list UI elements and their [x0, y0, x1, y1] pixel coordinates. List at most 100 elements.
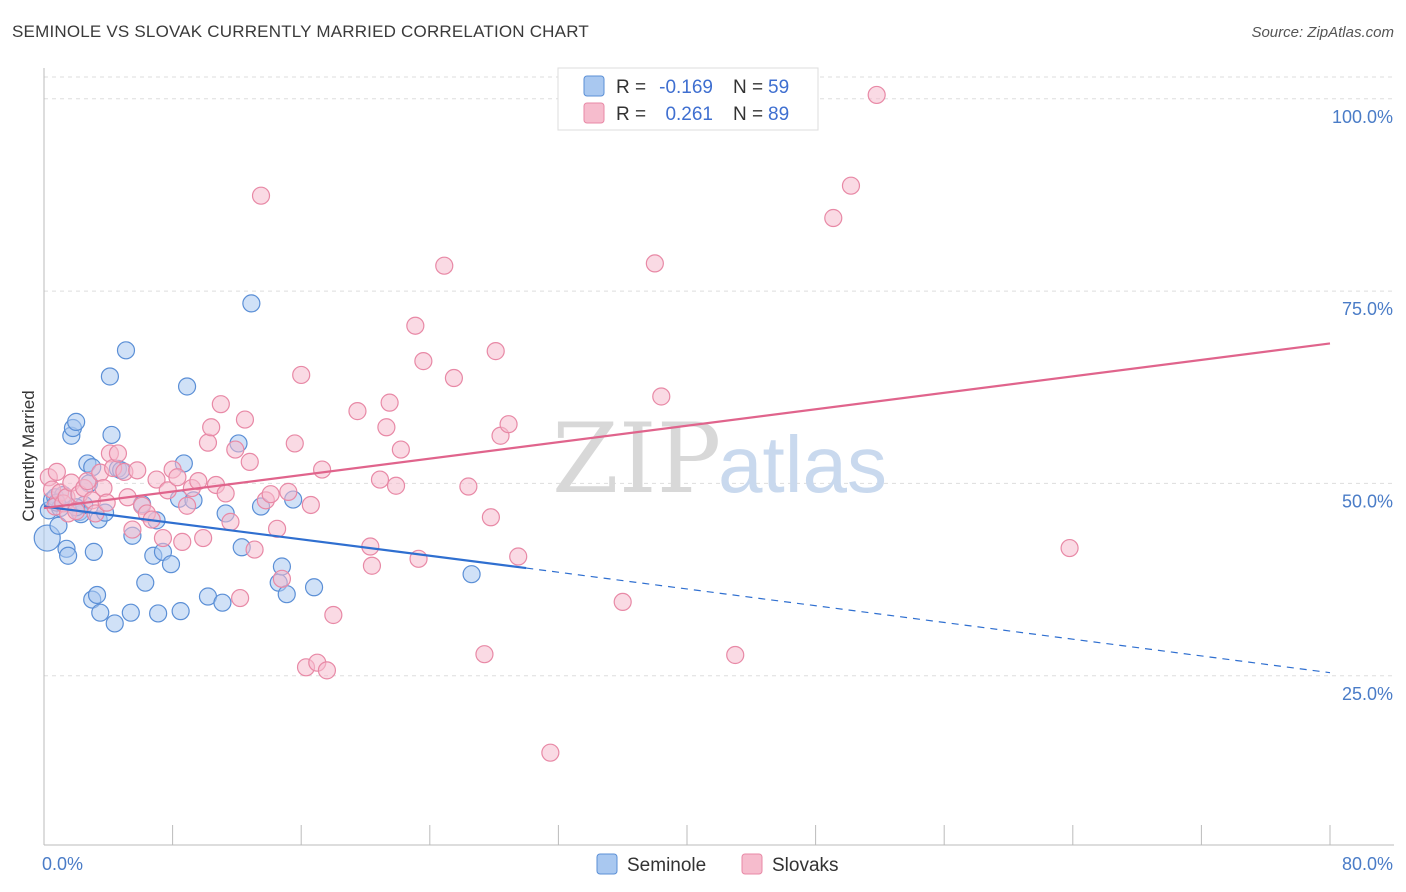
y-axis-label: Currently Married	[19, 390, 38, 521]
seminole-point-4	[49, 516, 68, 535]
slovaks-points	[39, 85, 1079, 762]
seminole-point-33	[136, 573, 155, 592]
slovaks-point-28	[147, 470, 166, 489]
slovaks-point-85	[645, 254, 664, 273]
x-tick-label-min: 0.0%	[42, 854, 83, 874]
y-tick-label-100: 100.0%	[1332, 107, 1393, 127]
slovaks-point-17	[97, 493, 116, 512]
source-label: Source: ZipAtlas.com	[1251, 24, 1394, 41]
seminole-point-18	[84, 542, 103, 561]
slovaks-point-49	[251, 186, 271, 205]
bottom-legend: Seminole Slovaks	[596, 853, 839, 876]
slovaks-point-46	[235, 410, 255, 429]
slovaks-point-74	[435, 256, 454, 275]
slovaks-point-81	[499, 415, 518, 434]
slovaks-point-44	[226, 440, 245, 459]
slovaks-point-48	[245, 540, 264, 559]
slovaks-point-76	[459, 477, 478, 496]
legend-r-label-1: R =	[616, 77, 646, 98]
y-tick-label-75: 75.0%	[1342, 299, 1393, 319]
watermark-atlas: atlas	[718, 420, 887, 509]
seminole-point-30	[121, 603, 140, 622]
bottom-legend-slovaks: Slovaks	[772, 855, 839, 876]
slovaks-point-78	[481, 508, 500, 527]
slovaks-point-73	[414, 352, 433, 371]
slovaks-point-70	[391, 440, 410, 459]
slovaks-point-38	[198, 433, 218, 452]
slovaks-point-71	[406, 316, 425, 335]
legend-r-value-2: 0.261	[665, 104, 713, 125]
seminole-point-29	[116, 341, 136, 360]
watermark-zip: ZIP	[552, 403, 721, 515]
slovaks-point-75	[444, 368, 464, 388]
slovaks-point-67	[377, 418, 396, 437]
slovaks-point-60	[312, 460, 332, 479]
slovaks-point-39	[202, 418, 221, 437]
seminole-point-11	[67, 412, 86, 431]
slovaks-point-84	[613, 592, 632, 611]
legend: R = -0.169 N = 59 R = 0.261 N = 89	[557, 67, 819, 131]
seminole-point-56	[462, 565, 481, 584]
bottom-legend-seminole: Seminole	[627, 855, 706, 876]
seminole-point-45	[213, 593, 232, 612]
gridlines	[44, 76, 1394, 677]
slovaks-point-53	[272, 569, 292, 588]
slovaks-point-37	[194, 528, 213, 548]
slovaks-point-23	[123, 520, 142, 539]
slovaks-point-20	[108, 444, 128, 463]
chart-title: SEMINOLE VS SLOVAK CURRENTLY MARRIED COR…	[12, 22, 589, 41]
slovaks-point-82	[509, 547, 528, 566]
slovaks-point-47	[240, 452, 259, 471]
slovaks-point-51	[261, 485, 280, 504]
seminole-point-40	[171, 602, 190, 621]
y-tick-label-25: 25.0%	[1342, 684, 1393, 704]
slovaks-point-34	[177, 496, 197, 515]
seminole-point-49	[242, 294, 261, 313]
seminole-point-25	[102, 425, 121, 445]
x-tick-label-max: 80.0%	[1342, 854, 1393, 874]
bottom-legend-swatch-slovaks	[741, 853, 763, 875]
slovaks-point-86	[652, 387, 671, 406]
seminole-point-22	[91, 603, 110, 622]
slovaks-point-42	[216, 484, 235, 503]
watermark: ZIP atlas	[552, 403, 887, 515]
slovaks-point-79	[486, 342, 505, 361]
slovaks-point-33	[173, 532, 192, 551]
legend-n-value-2: 89	[768, 104, 789, 125]
slovaks-point-43	[221, 512, 240, 531]
seminole-point-8	[59, 546, 78, 565]
trend-lines	[43, 342, 1331, 674]
slovaks-point-66	[370, 470, 390, 489]
slovaks-point-68	[380, 393, 399, 412]
y-tick-label-50: 50.0%	[1342, 491, 1393, 511]
legend-n-value-1: 59	[768, 77, 789, 98]
legend-swatch-slovaks	[583, 102, 605, 124]
slovaks-point-29	[153, 528, 173, 548]
bottom-legend-swatch-seminole	[596, 853, 618, 875]
seminole-point-38	[161, 555, 181, 574]
y-tick-labels: 25.0% 50.0% 75.0% 100.0%	[1332, 107, 1393, 704]
seminole-point-20	[87, 585, 107, 605]
slovaks-point-12	[78, 472, 97, 491]
seminole-point-55	[304, 578, 324, 597]
slovaks-point-54	[279, 482, 298, 501]
slovaks-trend-line	[43, 342, 1331, 510]
slovaks-point-65	[362, 556, 382, 575]
slovaks-point-41	[211, 395, 230, 414]
slovaks-point-90	[867, 85, 886, 105]
slovaks-point-24	[128, 461, 147, 480]
legend-r-value-1: -0.169	[659, 77, 713, 98]
slovaks-point-3	[47, 462, 66, 481]
seminole-point-26	[105, 614, 124, 633]
slovaks-point-56	[292, 365, 311, 385]
slovaks-point-61	[317, 661, 337, 680]
slovaks-point-32	[168, 468, 187, 487]
axes	[43, 68, 1394, 846]
seminole-trend-line	[43, 505, 527, 570]
slovaks-point-69	[386, 476, 406, 495]
seminole-point-53	[277, 585, 296, 604]
slovaks-point-87	[726, 645, 745, 665]
seminole-point-24	[100, 367, 120, 386]
seminole-trend-extension	[526, 567, 1331, 674]
legend-r-label-2: R =	[616, 104, 646, 125]
